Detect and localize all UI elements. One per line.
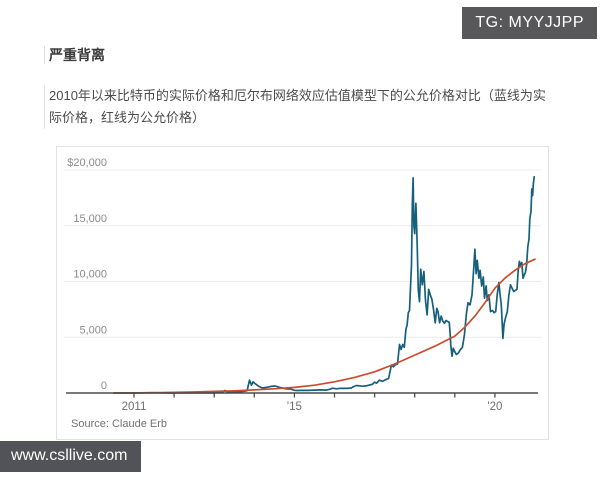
tg-watermark-badge: TG: MYYJJPP <box>462 7 597 39</box>
article-title: 严重背离 <box>44 46 105 64</box>
y-axis-label: 5,000 <box>79 324 107 336</box>
fair-value-line <box>113 258 536 394</box>
article-caption: 2010年以来比特币的实际价格和厄尔布网络效应估值模型下的公允价格对比（蓝线为实… <box>44 85 546 129</box>
chart-card: 0 5,000 10,000 15,000 $20,000 2011 '15 '20 Sourc… <box>56 146 549 440</box>
actual-price-line <box>113 175 536 394</box>
y-axis-label: 15,000 <box>73 213 107 225</box>
x-axis-label: '15 <box>287 401 302 413</box>
x-axis-label: 2011 <box>122 401 147 413</box>
price-chart: 0 5,000 10,000 15,000 $20,000 2011 '15 '20 Sourc… <box>64 157 541 430</box>
site-watermark-badge: www.csllive.com <box>0 441 142 472</box>
x-axis-label: '20 <box>487 401 502 413</box>
y-axis-label: $20,000 <box>67 157 107 169</box>
y-axis-label: 10,000 <box>73 269 107 281</box>
y-axis-label: 0 <box>101 380 107 392</box>
chart-source: Source: Claude Erb <box>71 418 167 430</box>
